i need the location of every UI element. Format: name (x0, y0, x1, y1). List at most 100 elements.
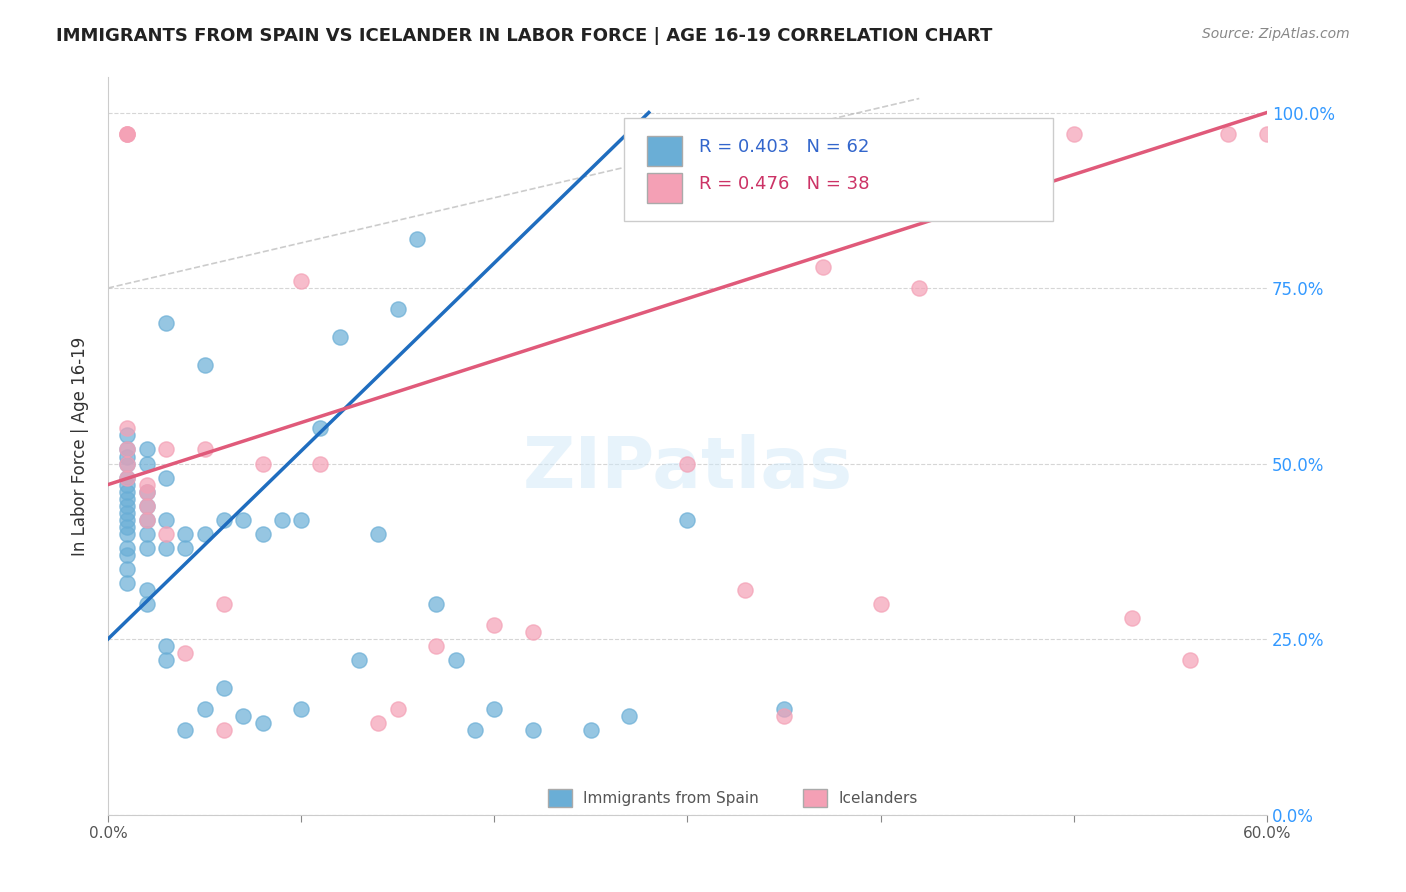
Point (966, 127, 988, 141)
Point (155, 541, 177, 555)
Point (425, 639, 447, 653)
Point (135, 597, 157, 611)
Point (464, 723, 486, 738)
Point (135, 484, 157, 499)
Point (135, 442, 157, 457)
Point (193, 526, 215, 541)
Point (406, 232, 429, 246)
Point (425, 597, 447, 611)
Point (117, 506, 139, 520)
Point (174, 526, 197, 541)
Point (135, 484, 157, 499)
Point (117, 541, 139, 555)
Point (135, 499, 157, 513)
Point (117, 513, 139, 527)
Point (117, 428, 139, 442)
Point (155, 316, 177, 330)
Point (117, 499, 139, 513)
Point (484, 702, 506, 716)
Point (117, 562, 139, 576)
Point (193, 358, 215, 372)
Point (135, 541, 157, 555)
Text: R = 0.403   N = 62: R = 0.403 N = 62 (699, 138, 869, 156)
Point (117, 491, 139, 506)
Point (155, 639, 177, 653)
Point (155, 470, 177, 484)
Point (135, 526, 157, 541)
Point (773, 709, 796, 723)
Point (676, 457, 699, 471)
Point (309, 421, 332, 435)
Point (232, 513, 254, 527)
Point (155, 653, 177, 667)
Point (155, 526, 177, 541)
Point (135, 513, 157, 527)
Text: R = 0.476   N = 38: R = 0.476 N = 38 (699, 176, 869, 194)
FancyBboxPatch shape (624, 118, 1053, 221)
Point (193, 702, 215, 716)
Point (773, 702, 796, 716)
Point (155, 513, 177, 527)
Point (117, 477, 139, 491)
Point (270, 513, 292, 527)
Point (212, 723, 235, 738)
Point (174, 646, 197, 660)
Point (367, 716, 389, 731)
Point (290, 702, 312, 716)
Y-axis label: In Labor Force | Age 16-19: In Labor Force | Age 16-19 (72, 336, 89, 556)
Point (522, 625, 544, 640)
Point (117, 421, 139, 435)
Bar (548, 789, 572, 807)
Point (676, 513, 699, 527)
Text: ZIPatlas: ZIPatlas (523, 434, 852, 502)
Point (193, 442, 215, 457)
Point (908, 281, 931, 295)
Point (252, 716, 274, 731)
Text: Immigrants from Spain: Immigrants from Spain (583, 791, 759, 805)
Point (290, 274, 312, 288)
Bar (647, 136, 682, 166)
Point (117, 519, 139, 533)
Point (869, 597, 891, 611)
Point (117, 457, 139, 471)
Point (117, 470, 139, 484)
Point (290, 513, 312, 527)
Point (174, 541, 197, 555)
Point (117, 457, 139, 471)
Point (367, 526, 389, 541)
Point (329, 330, 352, 344)
Point (155, 442, 177, 457)
Point (117, 575, 139, 590)
Bar (803, 789, 827, 807)
Point (135, 582, 157, 597)
Point (1256, 127, 1278, 141)
Point (347, 653, 370, 667)
Point (117, 548, 139, 562)
Point (135, 457, 157, 471)
Point (212, 681, 235, 695)
Point (117, 442, 139, 457)
Point (135, 513, 157, 527)
Point (619, 709, 641, 723)
Point (117, 484, 139, 499)
Text: Icelanders: Icelanders (838, 791, 918, 805)
Point (117, 127, 139, 141)
Point (135, 477, 157, 491)
Point (444, 653, 467, 667)
Point (117, 450, 139, 464)
Point (117, 442, 139, 457)
Point (1218, 127, 1240, 141)
Point (117, 470, 139, 484)
Point (212, 597, 235, 611)
Text: Source: ZipAtlas.com: Source: ZipAtlas.com (1202, 27, 1350, 41)
Point (579, 723, 602, 738)
Point (252, 457, 274, 471)
Point (387, 702, 409, 716)
Point (117, 127, 139, 141)
Point (309, 457, 332, 471)
Point (135, 499, 157, 513)
Point (212, 513, 235, 527)
Point (174, 723, 197, 738)
Text: IMMIGRANTS FROM SPAIN VS ICELANDER IN LABOR FORCE | AGE 16-19 CORRELATION CHART: IMMIGRANTS FROM SPAIN VS ICELANDER IN LA… (56, 27, 993, 45)
Point (117, 526, 139, 541)
